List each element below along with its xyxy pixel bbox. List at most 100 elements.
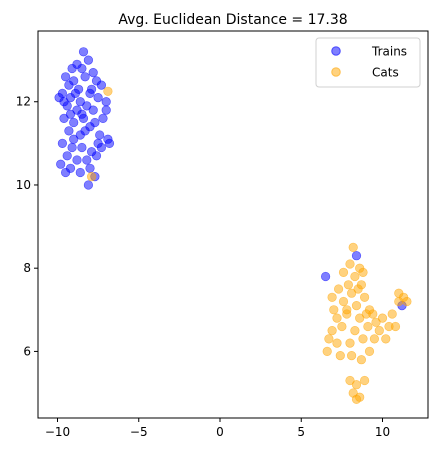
plot-frame — [37, 30, 429, 419]
trains-point — [80, 126, 90, 136]
cats-point — [347, 351, 357, 361]
cats-point — [402, 296, 412, 307]
trains-point — [88, 67, 98, 78]
trains-point — [351, 251, 362, 261]
cats-point — [361, 309, 371, 319]
trains-point — [64, 80, 74, 90]
trains-point — [101, 97, 111, 107]
cats-point — [327, 326, 337, 336]
cats-point — [394, 288, 404, 298]
trains-point — [77, 63, 87, 74]
cats-point — [345, 259, 355, 269]
legend: Trains Cats — [315, 37, 421, 88]
cats-point — [86, 172, 97, 182]
cats-point — [360, 292, 370, 302]
trains-point — [93, 138, 103, 148]
cats-point — [351, 301, 362, 311]
cats-point — [329, 305, 339, 315]
trains-point — [78, 47, 89, 57]
cats-point — [390, 321, 401, 332]
cats-point — [351, 380, 362, 390]
cats-point — [322, 346, 332, 357]
trains-point — [65, 109, 76, 119]
x-tick-label: −10 — [45, 425, 70, 439]
trains-point — [82, 101, 92, 111]
cats-point — [345, 338, 355, 348]
trains-point — [60, 72, 71, 82]
trains-point — [80, 72, 90, 82]
cats-point — [338, 267, 349, 278]
y-tick-label: 8 — [23, 261, 31, 275]
cats-point — [324, 334, 334, 344]
x-axis: −10 −5 0 5 10 — [45, 418, 390, 439]
trains-point — [69, 117, 79, 128]
trains-point — [59, 97, 69, 107]
trains-point — [77, 109, 87, 119]
cats-point — [356, 355, 367, 365]
cats-point — [358, 267, 368, 278]
trains-point — [85, 163, 95, 173]
trains-point — [67, 63, 77, 74]
trains-point — [56, 159, 66, 169]
trains-point — [83, 55, 93, 65]
trains-point — [57, 138, 68, 148]
cats-point — [347, 288, 357, 298]
legend-label-cats: Cats — [372, 66, 399, 80]
cats-point — [342, 305, 352, 315]
trains-point — [93, 92, 103, 103]
trains-point — [101, 105, 111, 115]
cats-point — [364, 346, 375, 357]
trains-point — [95, 130, 105, 140]
cats-point — [369, 334, 380, 344]
cats-point — [374, 326, 384, 336]
y-tick-label: 10 — [16, 178, 31, 192]
cats-point — [360, 375, 370, 386]
trains-point — [88, 105, 98, 115]
y-tick-label: 6 — [23, 344, 31, 358]
cats-point — [332, 313, 342, 323]
cats-point — [355, 313, 365, 323]
trains-point — [60, 167, 71, 178]
legend-marker-cats — [331, 67, 341, 77]
y-tick-label: 12 — [16, 95, 31, 109]
chart-title: Avg. Euclidean Distance = 17.38 — [118, 12, 347, 28]
cats-point — [381, 334, 391, 344]
trains-point — [104, 138, 115, 148]
trains-point — [62, 151, 72, 161]
cats-point — [327, 292, 337, 302]
trains-point — [86, 84, 97, 94]
cats-point — [335, 351, 345, 361]
cats-point — [337, 321, 347, 332]
legend-marker-trains — [331, 46, 341, 56]
cats-point — [334, 284, 344, 294]
cats-point — [363, 321, 373, 332]
x-tick-label: 0 — [216, 425, 224, 439]
trains-point — [69, 134, 79, 144]
trains-point — [64, 126, 74, 136]
cats-point — [348, 242, 358, 252]
x-tick-label: 5 — [297, 425, 305, 439]
y-axis: 6 8 10 12 — [16, 95, 38, 358]
cats-point — [332, 338, 342, 348]
x-tick-label: 10 — [375, 425, 390, 439]
x-tick-label: −5 — [130, 425, 148, 439]
cats-point — [350, 271, 360, 282]
cats-point — [343, 280, 354, 290]
cats-point — [353, 284, 363, 294]
trains-point — [70, 88, 80, 98]
trains-point — [321, 271, 331, 282]
trains-point — [75, 97, 85, 107]
trains-point — [98, 113, 108, 123]
cats-point — [387, 309, 397, 319]
legend-frame — [315, 37, 421, 88]
trains-point — [72, 155, 82, 165]
cats-point — [338, 296, 349, 307]
trains-point — [59, 113, 69, 123]
points-layer — [54, 47, 412, 404]
trains-point — [83, 180, 93, 190]
trains-point — [67, 142, 77, 153]
cats-point — [351, 394, 362, 404]
trains-point — [82, 155, 92, 165]
cats-point — [371, 317, 381, 327]
